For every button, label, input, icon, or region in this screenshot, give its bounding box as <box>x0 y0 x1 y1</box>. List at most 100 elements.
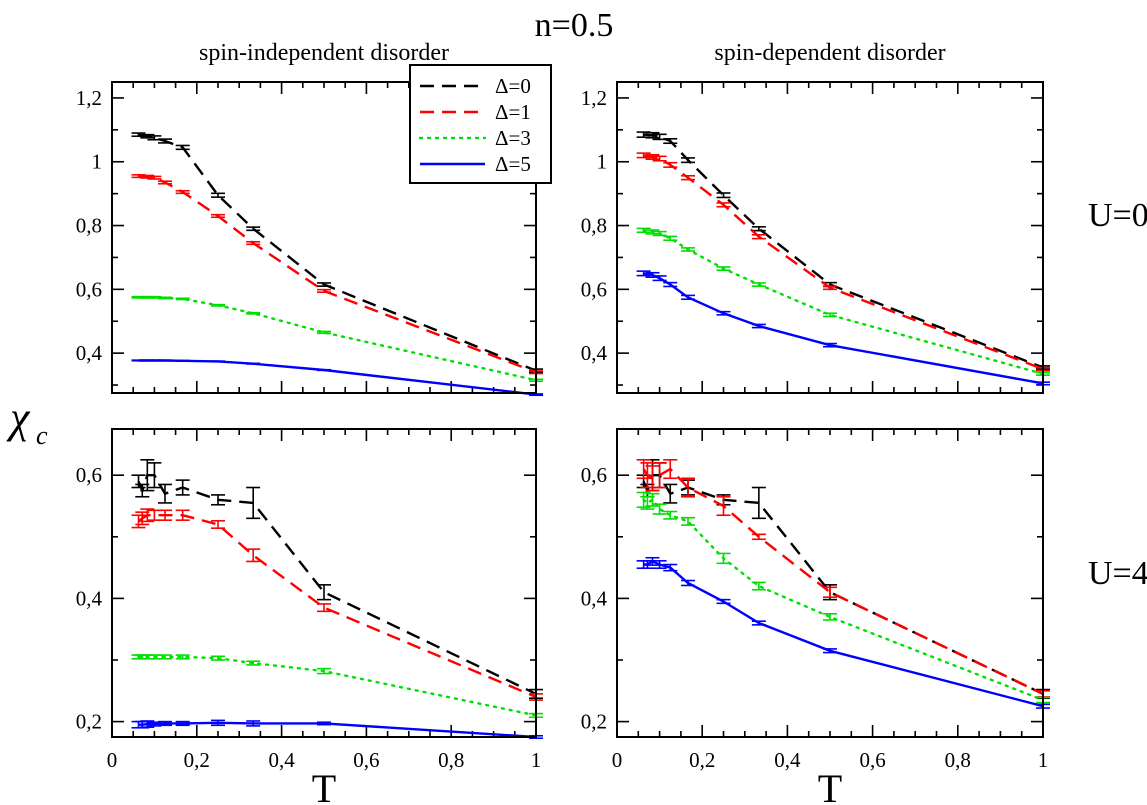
error-bar <box>652 275 667 282</box>
error-bar <box>681 294 696 301</box>
error-bar <box>652 155 667 162</box>
error-bar <box>317 584 331 601</box>
series-Δ=3 <box>131 654 543 719</box>
error-bar <box>663 563 678 572</box>
series-Δ=1 <box>131 508 543 701</box>
error-bar <box>751 533 766 541</box>
error-bar <box>246 660 261 666</box>
error-bar <box>823 648 837 654</box>
legend-label: Δ=0 <box>495 74 531 98</box>
y-tick-label: 1,2 <box>581 86 607 110</box>
error-bar <box>751 323 766 329</box>
series-line <box>137 474 537 695</box>
error-bar <box>211 360 225 363</box>
row-label-top: U=0.1 <box>1088 197 1147 234</box>
error-bar <box>823 312 837 318</box>
figure-title: n=0.5 <box>535 7 614 44</box>
legend-item: Δ=3 <box>418 126 531 150</box>
error-bar <box>246 362 261 365</box>
series-line <box>643 133 1044 369</box>
error-bar <box>663 458 678 480</box>
error-bar <box>716 495 731 517</box>
error-bar <box>246 311 261 315</box>
error-bar <box>175 297 190 301</box>
series-line <box>642 229 1045 376</box>
error-bar <box>751 486 766 520</box>
series-Δ=5 <box>131 359 543 397</box>
error-bar <box>823 612 837 621</box>
series-line <box>137 514 537 699</box>
error-bar <box>175 144 190 151</box>
error-bar <box>246 241 261 246</box>
error-bar <box>317 667 331 675</box>
error-bar <box>317 721 331 726</box>
error-bar <box>636 227 651 234</box>
error-bar <box>211 494 225 506</box>
x-tick-label: 0,6 <box>859 748 885 772</box>
y-tick-label: 0,4 <box>76 586 103 610</box>
series-Δ=5 <box>636 556 1050 709</box>
x-tick-label: 0,2 <box>184 748 210 772</box>
y-tick-label: 0,4 <box>581 341 608 365</box>
error-bar <box>211 192 225 198</box>
error-bar <box>681 157 696 164</box>
error-bar <box>681 174 696 181</box>
series-line <box>643 560 1044 708</box>
error-bar <box>716 598 731 605</box>
error-bar <box>317 603 331 613</box>
panel-bottom-left: 0 0,2 0,4 0,6 0,8 10,20,40,6 <box>76 428 543 772</box>
error-bar <box>211 213 225 219</box>
y-tick-label: 0,6 <box>581 277 607 301</box>
error-bar <box>645 153 660 160</box>
error-bar <box>823 342 837 348</box>
x-tick-label: 0,4 <box>268 748 295 772</box>
series-line <box>138 174 537 374</box>
error-bar <box>636 491 651 509</box>
error-bar <box>716 552 731 565</box>
panel-frame <box>616 81 1044 394</box>
error-bar <box>158 296 172 300</box>
x-tick-label: 0 <box>612 748 623 772</box>
error-bar <box>652 230 667 237</box>
error-bar <box>652 462 667 489</box>
error-bar <box>681 247 696 252</box>
x-tick-label: 1 <box>531 748 542 772</box>
error-bar <box>663 510 678 520</box>
series-line <box>138 721 537 739</box>
error-bar <box>131 514 146 529</box>
error-bar <box>175 509 190 521</box>
error-bar <box>246 486 261 520</box>
error-bar <box>317 288 331 294</box>
series-Δ=3 <box>636 491 1050 704</box>
error-bar <box>636 152 651 159</box>
error-bar <box>147 175 162 180</box>
series-Δ=1 <box>636 458 1050 698</box>
error-bar <box>751 226 766 232</box>
error-bar <box>175 359 190 362</box>
error-bar <box>663 161 678 168</box>
y-tick-label: 1,2 <box>76 86 102 110</box>
error-bar <box>211 719 225 727</box>
series-line <box>642 467 1044 695</box>
error-bar <box>140 133 155 139</box>
x-tick-label: 0,8 <box>438 748 464 772</box>
legend-label: Δ=1 <box>495 100 531 124</box>
x-tick-label: 1 <box>1038 748 1049 772</box>
y-tick-label: 0,8 <box>76 214 102 238</box>
legend-label: Δ=5 <box>495 152 531 176</box>
error-bar <box>751 620 766 626</box>
series-Δ=0 <box>636 458 1050 699</box>
series-Δ=0 <box>636 131 1050 370</box>
error-bar <box>751 282 766 287</box>
series-Δ=0 <box>131 458 543 699</box>
panel-frame <box>111 81 537 394</box>
error-bar <box>131 132 146 138</box>
y-tick-label: 0,4 <box>76 341 103 365</box>
x-axis-label-right: T <box>818 766 842 805</box>
error-bar <box>681 579 696 587</box>
error-bar <box>645 465 660 492</box>
x-tick-label: 0,2 <box>689 748 715 772</box>
error-bar <box>175 654 190 660</box>
error-bar <box>823 285 837 291</box>
error-bar <box>140 720 155 728</box>
